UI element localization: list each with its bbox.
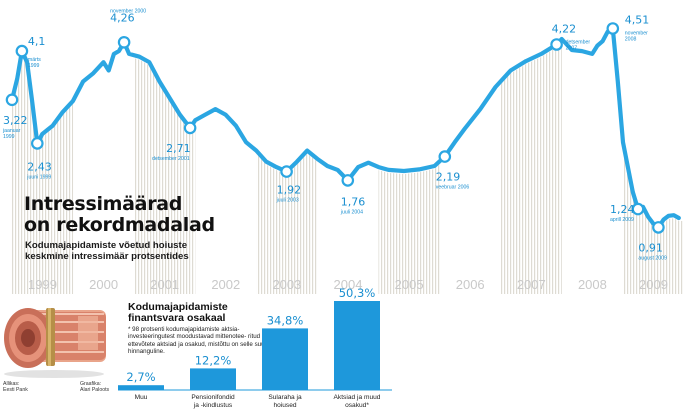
year-band xyxy=(622,144,684,294)
graphics-credit-label: Graafika: xyxy=(80,381,102,387)
bar-chart-footnote: * 98 protsenti kodumajapidamiste aktsia-… xyxy=(128,326,274,356)
annotation-date-label-line-2: 2008 xyxy=(625,37,637,43)
annotation-marker xyxy=(606,22,620,35)
annotation-date-label-line-2: 1999 xyxy=(28,63,40,69)
year-band xyxy=(12,54,74,295)
annotation-date-label: juuli 2003 xyxy=(276,198,299,204)
financial-asset-bar xyxy=(334,301,380,390)
year-tick-label: 2001 xyxy=(150,277,179,292)
source-credit-label: Allikas: xyxy=(3,381,20,387)
year-tick-label: 2008 xyxy=(578,277,607,292)
bar-category-label-line-2: osakud* xyxy=(345,402,369,409)
bar-category-label: Sularaha ja xyxy=(268,394,302,401)
graphics-credit: Graafika: Alari Paloots xyxy=(80,381,109,393)
annotation-date-label: jaanuar xyxy=(2,128,21,134)
bar-category-label: Aktsiad ja muud xyxy=(334,394,381,401)
year-tick-label: 2006 xyxy=(456,277,485,292)
bar-value-label: 2,7% xyxy=(126,370,155,384)
year-tick-label: 2003 xyxy=(272,277,301,292)
annotation-date-label: aprill 2009 xyxy=(610,217,634,223)
bar-category-label-line-2: hoiused xyxy=(273,402,296,409)
annotation-date-label-line-2: 2007 xyxy=(566,46,578,52)
interest-rate-line-chart: 1999 2000 2001 2002 2003 2004 2005 2006 2007 2008… xyxy=(2,8,684,295)
annotation-value-label: 4,51 xyxy=(625,14,650,27)
annotation-marker xyxy=(30,137,44,150)
year-band xyxy=(134,58,196,294)
annotation-marker xyxy=(550,38,563,51)
annotation-date-label: detsember xyxy=(566,40,591,46)
year-tick-label: 2000 xyxy=(89,277,118,292)
annotation-date-label: november xyxy=(625,31,648,37)
chart-subtitle-line-2: keskmine intressimäär protsentides xyxy=(25,251,189,262)
annotation-date-label-line-2: 1999 xyxy=(3,134,15,140)
source-credit: Allikas: Eesti Pank xyxy=(3,381,28,393)
annotation-value-label: 4,26 xyxy=(110,11,135,24)
year-tick-label: 2009 xyxy=(639,277,668,292)
chart-title-line-2: on rekordmadalad xyxy=(24,214,215,236)
annotation-value-label: 3,22 xyxy=(3,114,28,127)
annotation-marker xyxy=(280,165,293,178)
annotation-date-label: veebruar 2006 xyxy=(436,185,470,191)
chart-title: Intressimäärad on rekordmadalad xyxy=(24,194,215,236)
annotation-marker xyxy=(5,93,19,107)
annotation-value-label: 2,43 xyxy=(27,160,52,173)
year-tick-label: 2002 xyxy=(211,277,240,292)
annotation-marker xyxy=(652,221,665,234)
annotation-date-label: juuni 1999 xyxy=(26,174,51,180)
year-tick-label: 2007 xyxy=(517,277,546,292)
bar-chart-title-line-1: Kodumajapidamiste xyxy=(128,301,228,313)
annotation-date-label: august 2009 xyxy=(638,255,667,261)
annotation-marker xyxy=(183,121,197,135)
money-roll-illustration xyxy=(4,308,106,378)
year-band xyxy=(500,42,562,294)
annotation-marker xyxy=(117,35,131,49)
chart-title-line-1: Intressimäärad xyxy=(24,193,183,215)
graphics-credit-name: Alari Paloots xyxy=(80,387,110,393)
financial-asset-bar xyxy=(190,368,236,390)
annotation-value-label: 2,19 xyxy=(436,171,461,184)
annotation-marker xyxy=(631,202,645,216)
bar-category-label-line-2: ja -kindlustus xyxy=(193,402,233,409)
annotation-value-label: 0,91 xyxy=(638,241,663,254)
year-tick-label: 2005 xyxy=(395,277,424,292)
annotation-date-label: märts xyxy=(28,57,41,63)
annotation-value-label: 1,92 xyxy=(277,184,302,197)
annotation-date-label: juuli 2004 xyxy=(340,209,363,215)
annotation-value-label: 2,71 xyxy=(166,142,191,155)
annotation-date-label: detsember 2001 xyxy=(152,156,190,162)
annotation-value-label: 4,1 xyxy=(28,35,46,48)
annotation-value-label: 1,76 xyxy=(341,195,366,208)
annotation-date-label: november 2000 xyxy=(110,8,146,14)
financial-asset-bar xyxy=(118,385,164,390)
annotation-value-label: 4,22 xyxy=(552,23,577,36)
annotation-value-label: 1,24 xyxy=(610,203,635,216)
year-tick-label: 2004 xyxy=(334,277,363,292)
annotation-marker xyxy=(15,44,29,58)
source-credit-name: Eesti Pank xyxy=(3,387,28,393)
chart-subtitle-line-1: Kodumajapidamiste võetud hoiuste xyxy=(25,240,188,251)
bar-category-label: Pensionifondid xyxy=(191,394,235,401)
bar-chart-title-line-2: finantsvara osakaal xyxy=(128,312,226,324)
year-band xyxy=(378,164,440,294)
annotation-marker xyxy=(341,174,355,187)
year-tick-label: 1999 xyxy=(28,277,57,292)
annotation-marker xyxy=(438,150,452,163)
chart-subtitle: Kodumajapidamiste võetud hoiuste keskmin… xyxy=(25,240,245,262)
bar-category-label: Muu xyxy=(135,394,148,401)
bar-chart-title: Kodumajapidamiste finantsvara osakaal xyxy=(128,302,258,324)
year-band xyxy=(256,153,318,294)
